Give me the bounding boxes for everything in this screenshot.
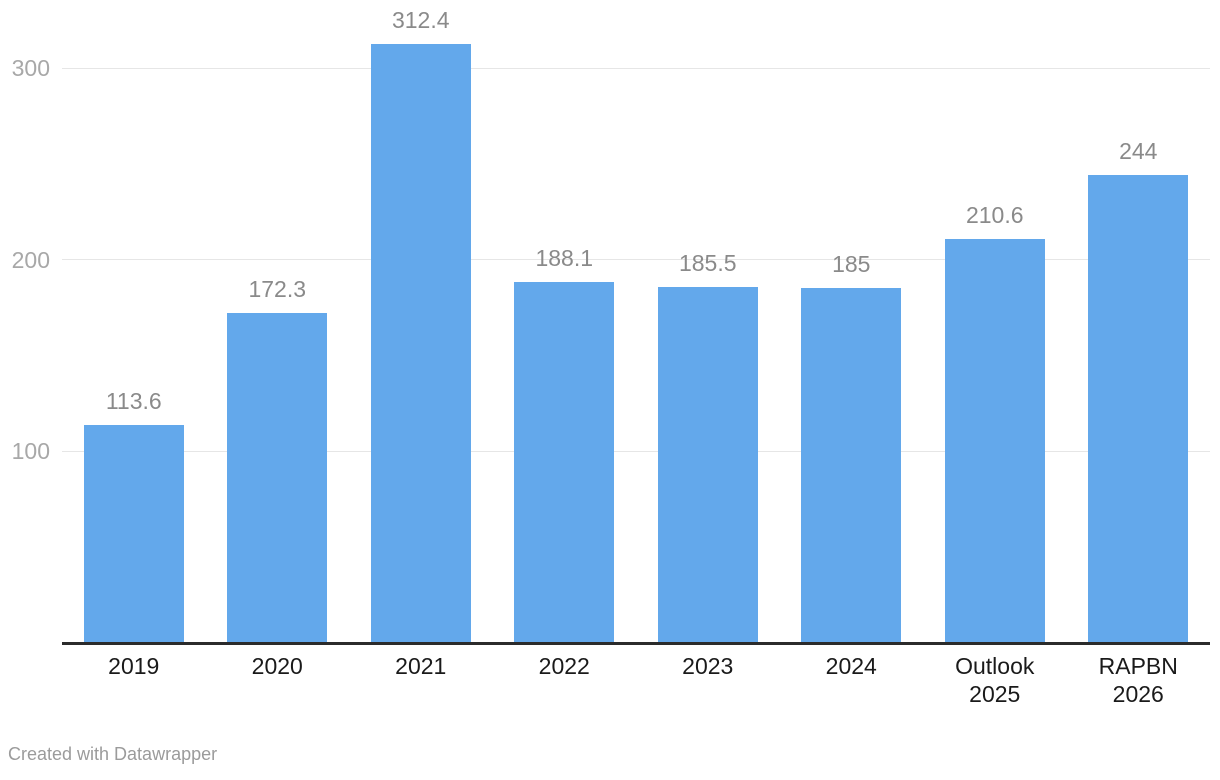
bar-outlook-2025 (944, 239, 1045, 643)
bar-value-label: 185.5 (678, 250, 737, 277)
y-tick-label-200: 200 (11, 246, 50, 273)
gridline-y-100 (62, 450, 1210, 452)
x-tick-label-line: 2021 (395, 653, 447, 679)
x-tick-label-line: 2024 (825, 653, 877, 679)
bar-2023 (657, 287, 758, 643)
x-tick-label-line: 2026 (1112, 681, 1164, 707)
gridline-y-200 (62, 259, 1210, 261)
datawrapper-credit-link[interactable]: Created with Datawrapper (8, 744, 218, 764)
bar-2020 (227, 312, 328, 643)
y-tick-label-300: 300 (11, 55, 50, 81)
x-tick-label: 2020 (206, 652, 350, 680)
x-tick-label: 2024 (780, 652, 924, 680)
x-tick-label-line: Outlook (955, 653, 1035, 679)
bar-value-label: 172.3 (248, 275, 307, 302)
x-tick-label-line: RAPBN (1098, 653, 1178, 679)
x-tick-label-line: 2022 (538, 653, 590, 679)
x-tick-label: 2019 (62, 652, 206, 680)
x-tick-label-line: 2025 (969, 681, 1021, 707)
bar-value-label: 113.6 (105, 388, 162, 415)
x-tick-label: 2022 (493, 652, 637, 680)
x-tick-label-line: 2020 (251, 653, 303, 679)
bar-rapbn-2026 (1088, 175, 1189, 643)
bar-2024 (801, 288, 902, 643)
x-tick-label: RAPBN 2026 (1067, 652, 1211, 708)
bar-value-label: 188.1 (535, 245, 594, 272)
bar-value-label: 312.4 (391, 7, 450, 34)
x-axis-baseline (62, 642, 1210, 645)
gridline-y-300 (62, 67, 1210, 69)
y-tick-label-100: 100 (11, 438, 50, 465)
x-tick-label: Outlook 2025 (923, 652, 1067, 708)
bar-2022 (514, 282, 615, 643)
x-tick-label-line: 2023 (682, 653, 734, 679)
x-tick-label: 2023 (636, 652, 780, 680)
bar-value-label: 185 (832, 251, 871, 278)
bar-2021 (370, 44, 471, 643)
bar-value-label: 244 (1119, 138, 1158, 165)
x-tick-label-line: 2019 (108, 653, 160, 679)
bar-value-label: 210.6 (965, 202, 1024, 229)
bar-2019 (83, 425, 184, 643)
x-tick-label: 2021 (349, 652, 493, 680)
